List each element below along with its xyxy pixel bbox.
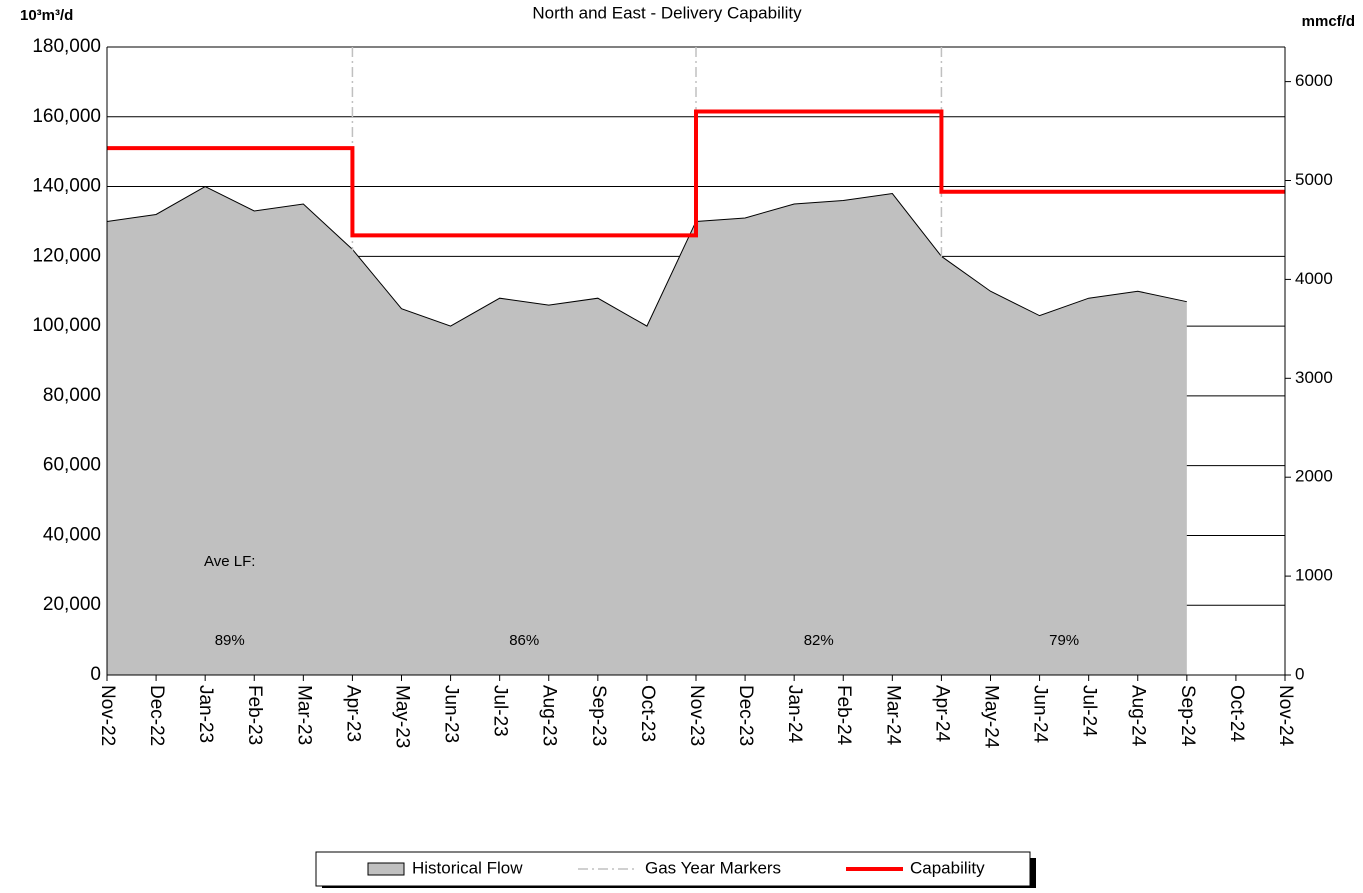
- y2-tick-label: 1000: [1295, 566, 1333, 585]
- y2-tick-label: 6000: [1295, 71, 1333, 90]
- x-tick-label: Mar-24: [882, 685, 903, 746]
- x-tick-label: Apr-24: [931, 685, 952, 742]
- x-tick-label: Feb-23: [244, 685, 265, 745]
- x-tick-label: Aug-24: [1128, 685, 1149, 747]
- x-tick-label: May-24: [980, 685, 1001, 749]
- x-tick-label: Jul-24: [1079, 685, 1100, 737]
- x-tick-label: Aug-23: [539, 685, 560, 746]
- y-tick-label: 100,000: [32, 315, 101, 336]
- x-tick-label: Nov-23: [686, 685, 707, 746]
- legend-label: Capability: [910, 858, 985, 877]
- y2-tick-label: 2000: [1295, 467, 1333, 486]
- y-axis-label: 10³m³/d: [20, 7, 73, 24]
- area: [107, 186, 1187, 676]
- y-tick-label: 160,000: [32, 106, 101, 127]
- legend-label: Gas Year Markers: [645, 858, 781, 877]
- annotation: 86%: [509, 632, 539, 649]
- x-tick-label: Oct-24: [1226, 685, 1247, 742]
- x-tick-label: Jun-23: [441, 685, 462, 743]
- step-line: [107, 109, 1285, 238]
- legend-label: Historical Flow: [412, 858, 523, 877]
- y2-tick-label: 0: [1295, 664, 1304, 683]
- y2-tick-label: 5000: [1295, 170, 1333, 189]
- legend-swatch: [367, 862, 405, 876]
- area-line: [106, 185, 1187, 327]
- x-tick-label: Jan-24: [784, 685, 805, 744]
- x-tick-label: Mar-23: [293, 685, 314, 745]
- x-tick-label: Dec-23: [735, 685, 756, 746]
- annotation: 89%: [215, 632, 245, 649]
- x-tick-label: Jun-24: [1030, 685, 1051, 744]
- x-tick-label: Feb-24: [833, 685, 854, 746]
- annotation: 82%: [804, 632, 834, 649]
- x-tick-label: Oct-23: [637, 685, 658, 742]
- y2-axis-label: mmcf/d: [1302, 13, 1355, 30]
- x-tick-label: Nov-22: [97, 685, 118, 746]
- legend-box: [315, 851, 1031, 887]
- y-tick-label: 0: [90, 664, 101, 685]
- y-tick-label: 40,000: [43, 524, 101, 545]
- y-tick-label: 120,000: [32, 245, 101, 266]
- y-tick-label: 180,000: [32, 36, 101, 57]
- x-tick-label: Jul-23: [490, 685, 511, 737]
- y-tick-label: 80,000: [43, 385, 101, 406]
- chart-title: North and East - Delivery Capability: [532, 3, 802, 22]
- x-tick-label: May-23: [391, 685, 412, 748]
- x-tick-label: Nov-24: [1275, 685, 1296, 747]
- annotation: Ave LF:: [204, 553, 255, 570]
- x-tick-label: Apr-23: [342, 685, 363, 742]
- y2-tick-label: 3000: [1295, 368, 1333, 387]
- annotation: 79%: [1049, 632, 1079, 649]
- x-tick-label: Sep-23: [588, 685, 609, 746]
- y-tick-label: 20,000: [43, 594, 101, 615]
- x-tick-label: Sep-24: [1177, 685, 1198, 747]
- x-tick-label: Dec-22: [146, 685, 167, 746]
- y-tick-label: 60,000: [43, 455, 101, 476]
- y2-tick-label: 4000: [1295, 269, 1333, 288]
- x-tick-label: Jan-23: [195, 685, 216, 743]
- y-tick-label: 140,000: [32, 176, 101, 197]
